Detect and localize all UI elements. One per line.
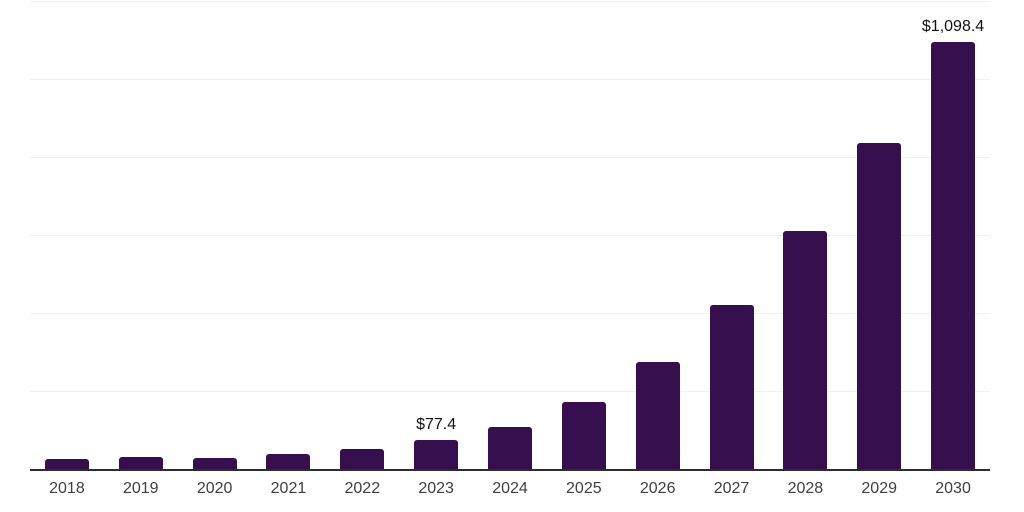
gridline	[30, 235, 990, 236]
bar-2030	[931, 41, 976, 470]
x-tick-label-2018: 2018	[49, 480, 85, 497]
bar-group-2020	[178, 2, 252, 470]
gridline	[30, 313, 990, 314]
bar-group-2019	[104, 2, 178, 470]
bar-group-2025	[547, 2, 621, 470]
gridline	[30, 157, 990, 158]
bar-group-2018	[30, 2, 104, 470]
x-axis-tick-labels: 2018 2019 2020 2021 2022 2023 2024 2025 2026 2027…	[30, 479, 990, 498]
x-tick-label-2023: 2023	[418, 480, 454, 497]
bar-2025	[561, 401, 606, 470]
bar-2023	[414, 439, 459, 470]
bar-value-label-2030: $1,098.4	[921, 17, 985, 35]
x-tick-label-2029: 2029	[861, 480, 897, 497]
bar-2021	[266, 454, 311, 470]
x-axis-line	[30, 469, 990, 471]
gridline	[30, 79, 990, 80]
x-tick-label-2024: 2024	[492, 480, 528, 497]
bar-group-2021	[252, 2, 326, 470]
bar-2029	[857, 142, 902, 470]
plot-area: $77.4 $1,098.4	[30, 1, 990, 471]
bar-2028	[783, 231, 828, 470]
bar-group-2027	[695, 2, 769, 470]
bar-2018	[44, 459, 89, 470]
bar-value-label-2023: $77.4	[416, 415, 457, 433]
bar-group-2022	[325, 2, 399, 470]
x-tick-label-2020: 2020	[196, 480, 233, 497]
gridline	[30, 1, 990, 2]
bar-2019	[118, 456, 163, 470]
bar-2024	[487, 427, 532, 470]
x-tick-label-2028: 2028	[787, 480, 824, 497]
bar-group-2029	[842, 2, 916, 470]
bars-container: $77.4 $1,098.4	[30, 2, 990, 470]
bar-2026	[635, 361, 680, 470]
x-tick-label-2019: 2019	[122, 480, 159, 497]
bar-group-2030: $1,098.4	[916, 2, 990, 470]
bar-2020	[192, 458, 237, 470]
x-tick-label-2021: 2021	[270, 480, 307, 497]
x-tick-label-2025: 2025	[566, 480, 602, 497]
x-tick-label-2026: 2026	[639, 480, 676, 497]
x-tick-label-2027: 2027	[713, 480, 750, 497]
x-tick-label-2022: 2022	[344, 480, 381, 497]
bar-2027	[709, 304, 754, 470]
bar-group-2023: $77.4	[399, 2, 473, 470]
x-tick-label-2030: 2030	[935, 480, 971, 497]
bar-group-2028	[768, 2, 842, 470]
bar-2022	[340, 449, 385, 470]
gridline	[30, 391, 990, 392]
bar-group-2024	[473, 2, 547, 470]
bar-group-2026	[621, 2, 695, 470]
